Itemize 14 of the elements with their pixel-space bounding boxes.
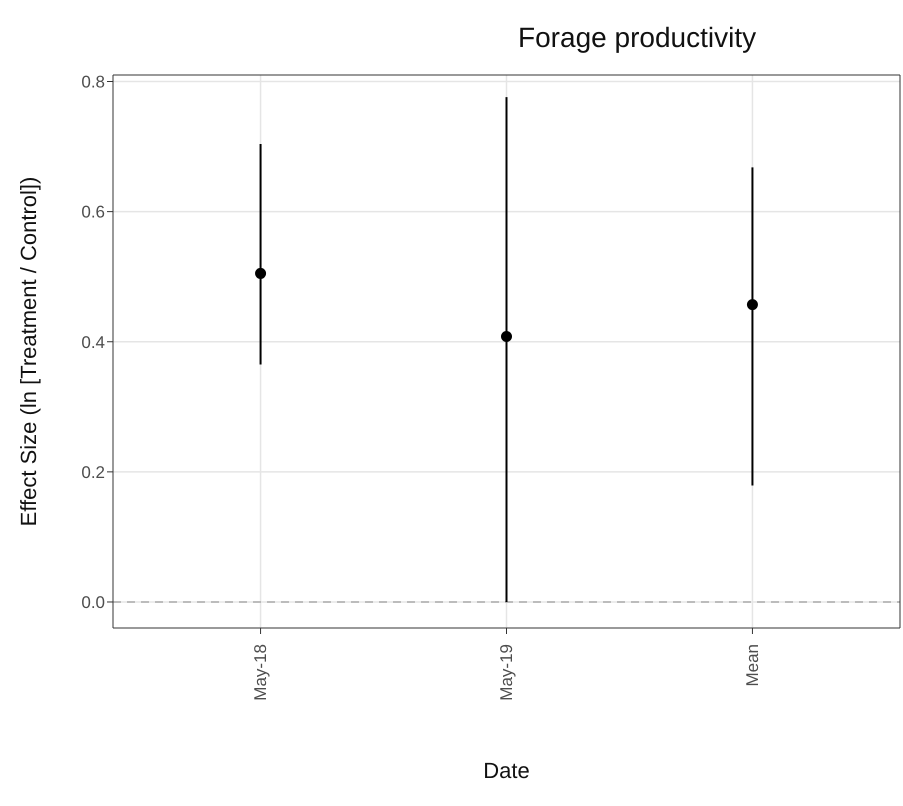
chart-title: Forage productivity [518, 22, 756, 54]
x-tick-label: May-18 [251, 644, 270, 701]
y-axis-title: Effect Size (ln [Treatment / Control]) [16, 176, 41, 526]
point [501, 331, 512, 342]
y-tick-label: 0.0 [81, 593, 105, 612]
x-tick-label: May-19 [497, 644, 516, 701]
point [746, 299, 758, 310]
x-axis-title: Date [483, 758, 530, 783]
y-tick-label: 0.8 [81, 72, 105, 92]
x-tick-label: Mean [742, 644, 762, 687]
y-tick-label: 0.2 [81, 462, 105, 482]
y-tick-label: 0.4 [81, 332, 105, 352]
y-tick-label: 0.6 [81, 202, 105, 222]
point [255, 268, 266, 279]
